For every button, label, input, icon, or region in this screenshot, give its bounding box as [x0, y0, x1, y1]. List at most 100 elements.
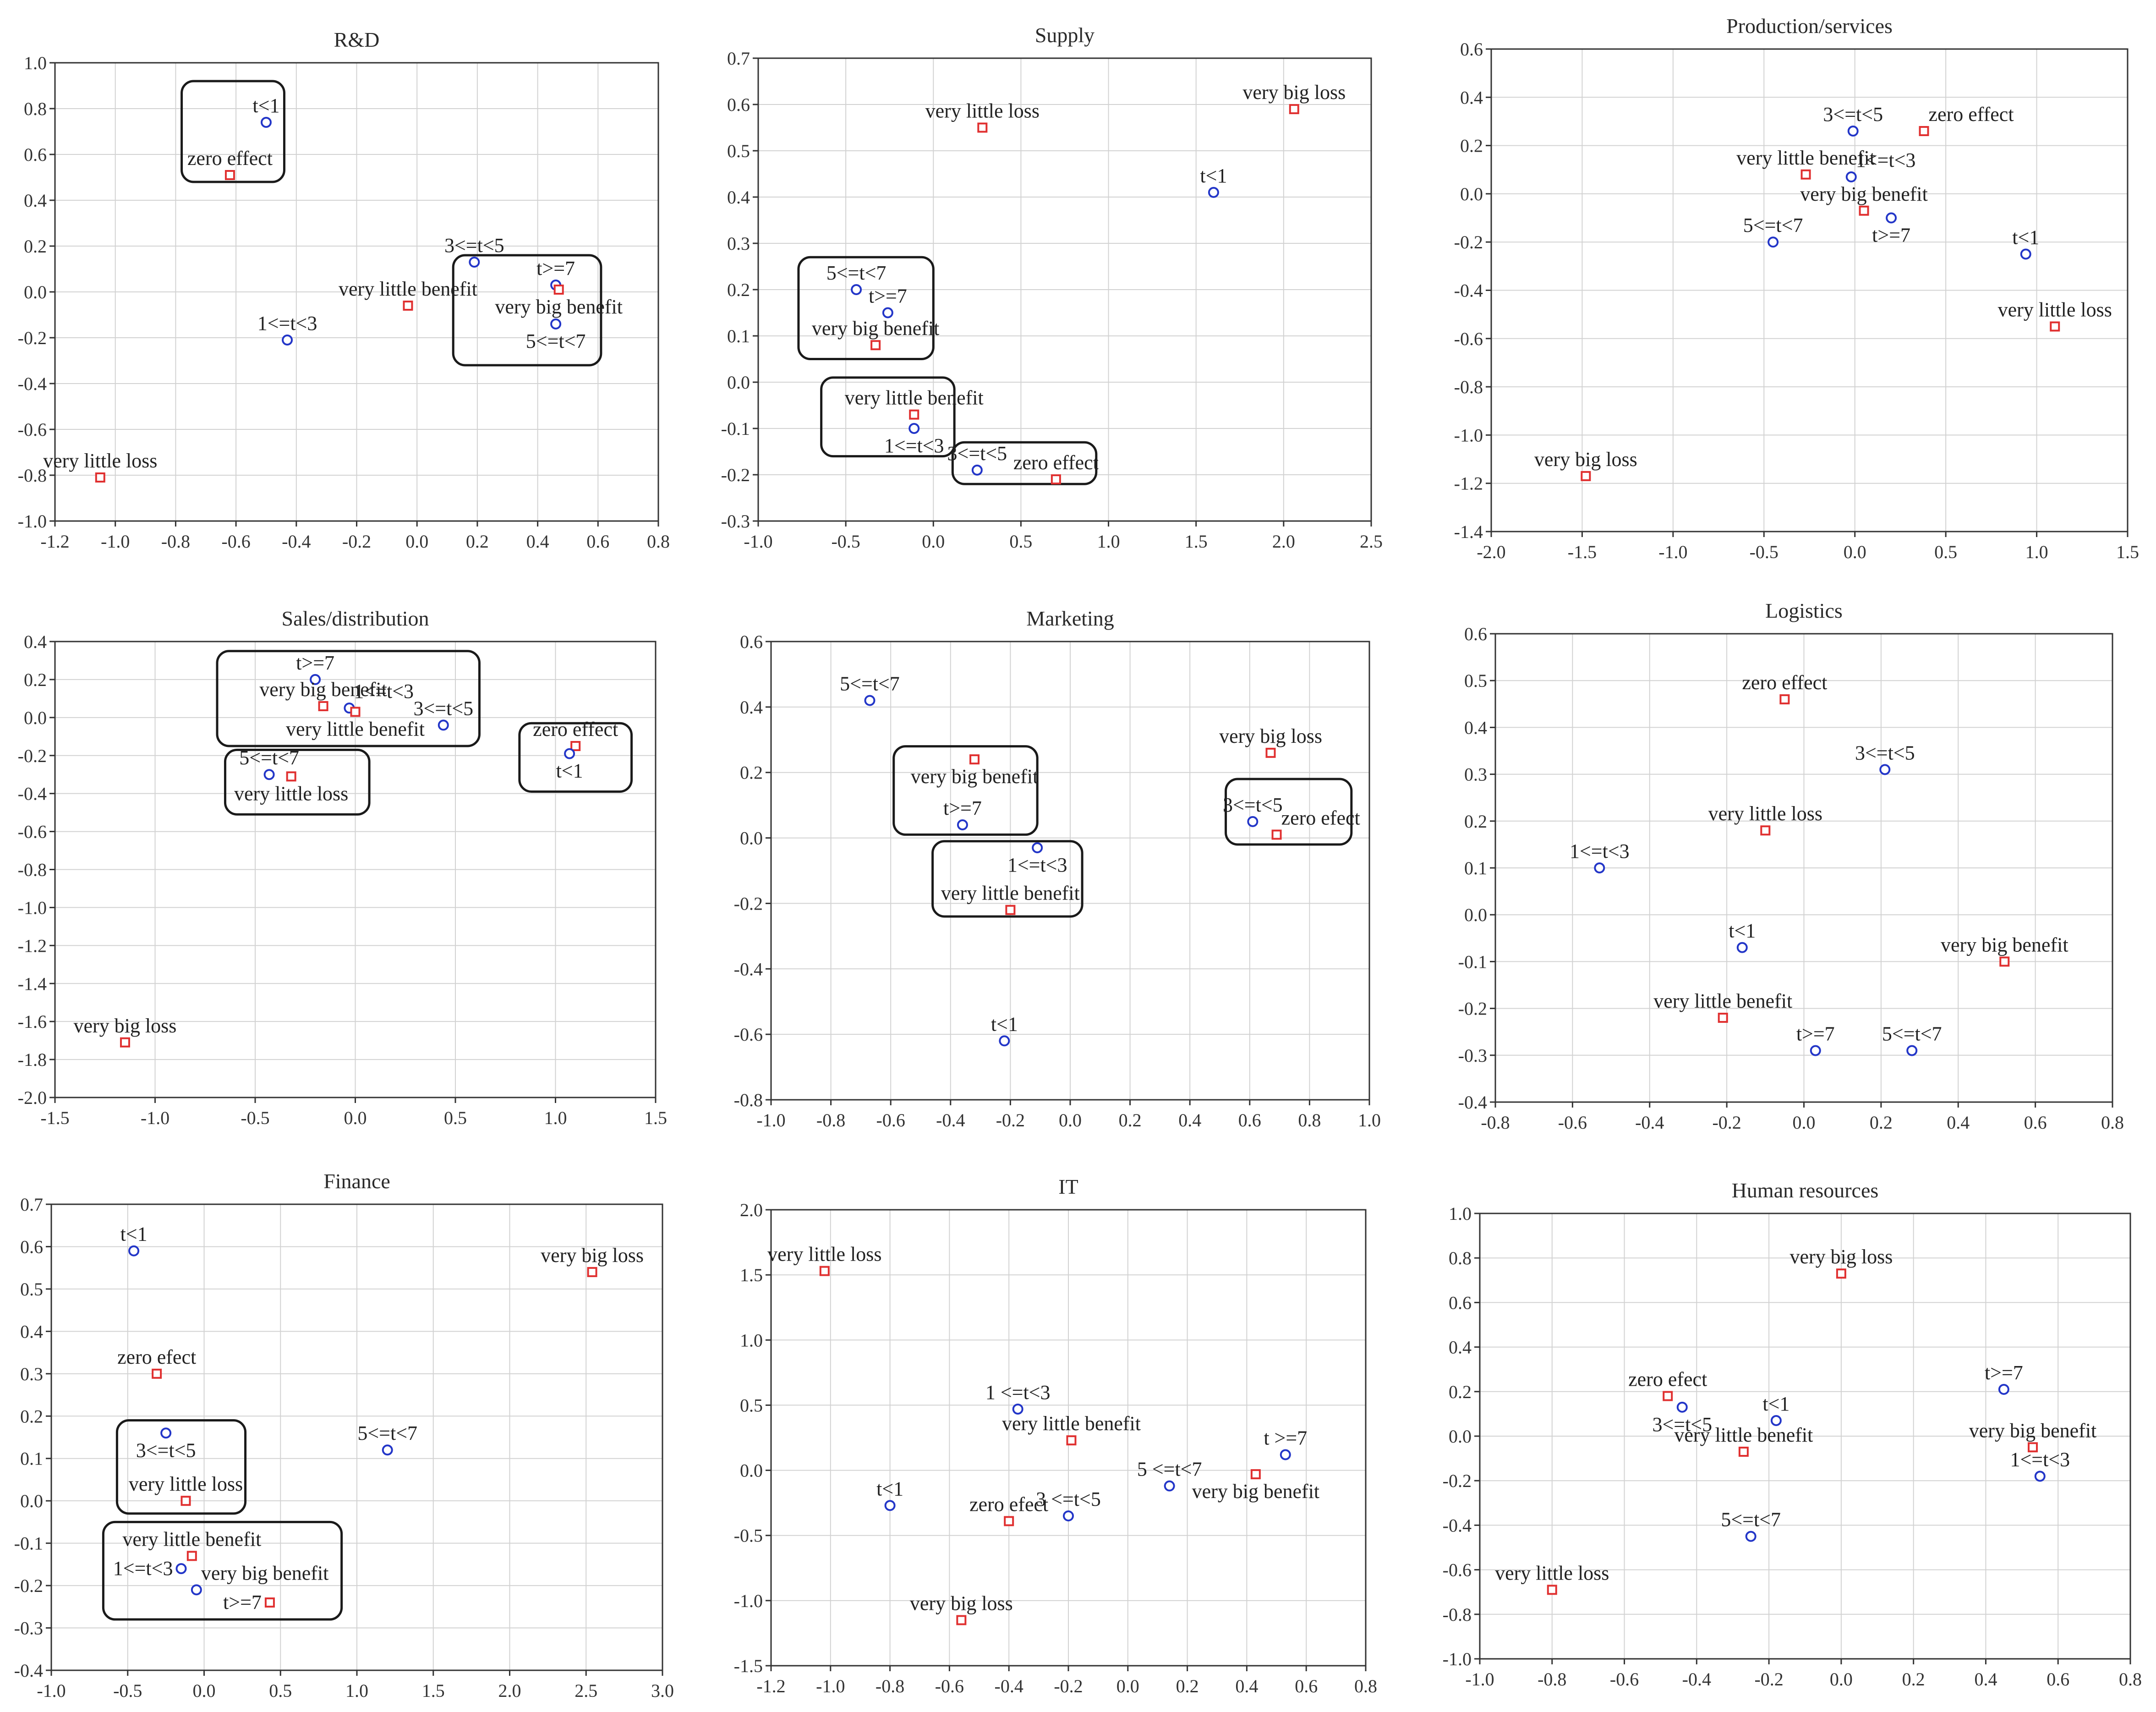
x-tick-label: -0.8 — [1481, 1112, 1510, 1133]
y-tick-label: -1.2 — [1454, 473, 1483, 494]
point-circle-marker — [1845, 171, 1857, 183]
y-tick-label: 0.6 — [1464, 624, 1487, 644]
y-tick-label: -0.6 — [1454, 329, 1483, 349]
point-label: very little loss — [925, 100, 1040, 122]
point-circle-marker — [1736, 942, 1748, 953]
scatter-panel-it: IT -1.2 -1.0 -0.8 -0.6 -0.4 -0.2 0.0 0.2 0.4 0.6 0.… — [734, 1175, 1377, 1696]
y-tick-label: 0.0 — [24, 708, 47, 728]
y-tick-label: 0.8 — [24, 99, 47, 119]
y-tick-label: 1.5 — [740, 1265, 763, 1285]
point-label: t<1 — [2012, 226, 2039, 249]
plot-frame — [1490, 48, 2129, 532]
panel-title: IT — [1058, 1175, 1078, 1198]
y-tick-label: 0.7 — [727, 48, 750, 69]
point-label: zero effect — [187, 147, 273, 170]
x-tick-label: 0.0 — [193, 1680, 216, 1701]
point-square-marker — [870, 340, 881, 351]
point-label: very big benefit — [1800, 183, 1928, 205]
x-tick-label: 0.2 — [1176, 1676, 1199, 1696]
y-tick-label: 0.2 — [1460, 136, 1483, 156]
y-tick-label: -1.5 — [734, 1656, 763, 1676]
y-tick-label: 0.0 — [1464, 905, 1487, 925]
x-tick-label: 0.0 — [1830, 1669, 1853, 1690]
point-label: 1<=t<3 — [257, 312, 317, 335]
point-label: 5 <=t<7 — [1137, 1458, 1202, 1481]
y-tick-label: 0.5 — [740, 1395, 763, 1416]
x-tick-label: 2.5 — [575, 1680, 597, 1701]
point-circle-marker — [1745, 1531, 1757, 1542]
y-tick-label: 0.4 — [1460, 87, 1483, 108]
x-tick-label: -0.4 — [282, 531, 311, 552]
point-circle-marker — [310, 674, 321, 685]
point-square-marker — [1271, 829, 1282, 840]
point-circle-marker — [1063, 1510, 1074, 1522]
point-circle-marker — [1676, 1401, 1688, 1413]
x-tick-label: -0.2 — [996, 1110, 1025, 1130]
point-label: very little loss — [767, 1243, 881, 1266]
x-tick-label: 1.0 — [2025, 542, 2048, 562]
point-circle-marker — [884, 1500, 896, 1511]
point-label: very little benefit — [1653, 990, 1792, 1012]
x-tick-label: 0.0 — [405, 531, 428, 552]
point-label: 3<=t<5 — [1652, 1413, 1712, 1436]
x-tick-label: 1.0 — [1358, 1110, 1381, 1130]
x-tick-label: 0.8 — [2119, 1669, 2142, 1690]
y-tick-label: 0.6 — [24, 144, 47, 165]
x-tick-label: -0.8 — [876, 1676, 904, 1696]
point-label: t<1 — [1729, 920, 1756, 942]
cluster-box — [518, 722, 633, 793]
x-tick-label: -0.2 — [342, 531, 371, 552]
y-tick-label: -0.3 — [14, 1618, 43, 1639]
x-tick-label: 0.4 — [1974, 1669, 1997, 1690]
y-tick-label: 0.6 — [1460, 39, 1483, 60]
x-tick-label: -0.8 — [1538, 1669, 1566, 1690]
panel-title: Human resources — [1732, 1179, 1879, 1202]
scatter-panel-finance: Finance -1.0 -0.5 0.0 0.5 1.0 1.5 2.0 2.5 3.0 -0.4… — [14, 1169, 674, 1701]
point-label: very big benefit — [1192, 1480, 1320, 1503]
plot-frame — [770, 1209, 1367, 1667]
x-tick-label: -0.5 — [1750, 542, 1778, 562]
point-label: very little loss — [1998, 298, 2112, 321]
y-tick-label: 0.3 — [727, 233, 750, 254]
cluster-box — [951, 441, 1098, 485]
panel-title: Logistics — [1765, 599, 1843, 622]
y-tick-label: -0.3 — [721, 511, 750, 532]
x-tick-label: -0.4 — [1682, 1669, 1711, 1690]
point-circle-marker — [999, 1035, 1010, 1047]
point-label: zero efect — [1628, 1368, 1707, 1391]
panel-title: Finance — [323, 1169, 390, 1193]
point-label: 1<=t<3 — [1570, 840, 1630, 862]
cluster-box — [102, 1520, 343, 1621]
y-tick-label: -0.3 — [1458, 1045, 1487, 1066]
y-tick-label: -0.2 — [721, 465, 750, 485]
point-label: t<1 — [991, 1013, 1018, 1035]
y-tick-label: 0.2 — [727, 280, 750, 300]
point-circle-marker — [864, 695, 876, 706]
y-tick-label: -1.4 — [1454, 521, 1483, 542]
cluster-box — [931, 840, 1083, 918]
y-tick-label: -0.2 — [14, 1575, 43, 1596]
point-square-marker — [1800, 169, 1811, 180]
x-tick-label: -1.0 — [1658, 542, 1687, 562]
y-tick-label: 0.4 — [24, 190, 47, 211]
y-tick-label: -0.4 — [14, 1660, 43, 1681]
point-square-marker — [1051, 474, 1061, 485]
x-tick-label: -2.0 — [1477, 542, 1505, 562]
point-square-marker — [2028, 1442, 2038, 1453]
x-tick-label: 1.5 — [2116, 542, 2139, 562]
point-circle-marker — [1164, 1480, 1175, 1492]
x-tick-label: -0.6 — [935, 1676, 964, 1696]
point-square-marker — [264, 1597, 275, 1608]
point-circle-marker — [1886, 212, 1897, 224]
point-label: t<1 — [1200, 165, 1227, 187]
cluster-box — [115, 1419, 247, 1515]
y-tick-label: 0.2 — [20, 1406, 43, 1427]
y-tick-label: 0.6 — [20, 1236, 43, 1257]
point-label: 5<=t<7 — [1743, 214, 1803, 236]
point-square-marker — [1004, 1516, 1014, 1526]
point-label: t>=7 — [1796, 1023, 1835, 1045]
point-circle-marker — [2020, 248, 2031, 260]
cluster-box — [1225, 778, 1353, 846]
x-tick-label: 0.6 — [586, 531, 609, 552]
y-tick-label: -0.1 — [14, 1533, 43, 1554]
